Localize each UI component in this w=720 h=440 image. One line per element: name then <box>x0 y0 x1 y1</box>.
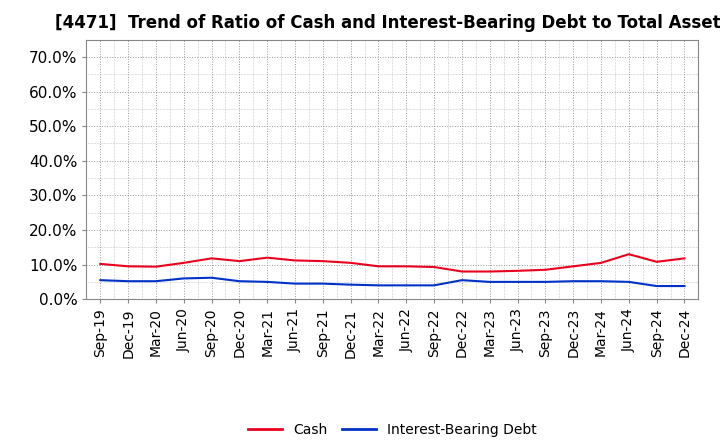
Interest-Bearing Debt <box>235 279 243 284</box>
Interest-Bearing Debt <box>291 281 300 286</box>
Cash <box>96 261 104 267</box>
Interest-Bearing Debt <box>402 283 410 288</box>
Cash <box>652 259 661 264</box>
Interest-Bearing Debt <box>207 275 216 280</box>
Cash <box>485 269 494 274</box>
Interest-Bearing Debt <box>124 279 132 284</box>
Interest-Bearing Debt <box>430 283 438 288</box>
Interest-Bearing Debt <box>541 279 550 285</box>
Cash <box>152 264 161 269</box>
Cash <box>402 264 410 269</box>
Interest-Bearing Debt <box>485 279 494 285</box>
Cash <box>569 264 577 269</box>
Interest-Bearing Debt <box>374 283 383 288</box>
Interest-Bearing Debt <box>458 278 467 283</box>
Cash <box>318 258 327 264</box>
Cash <box>513 268 522 273</box>
Cash <box>263 255 271 260</box>
Interest-Bearing Debt <box>318 281 327 286</box>
Cash <box>458 269 467 274</box>
Cash <box>430 264 438 270</box>
Interest-Bearing Debt <box>569 279 577 284</box>
Cash <box>235 258 243 264</box>
Interest-Bearing Debt <box>624 279 633 285</box>
Interest-Bearing Debt <box>680 283 689 289</box>
Cash <box>291 258 300 263</box>
Cash <box>346 260 355 265</box>
Line: Interest-Bearing Debt: Interest-Bearing Debt <box>100 278 685 286</box>
Interest-Bearing Debt <box>96 278 104 283</box>
Cash <box>124 264 132 269</box>
Legend: Cash, Interest-Bearing Debt: Cash, Interest-Bearing Debt <box>242 418 543 440</box>
Cash <box>179 260 188 265</box>
Interest-Bearing Debt <box>179 276 188 281</box>
Cash <box>680 256 689 261</box>
Interest-Bearing Debt <box>346 282 355 287</box>
Interest-Bearing Debt <box>652 283 661 289</box>
Cash <box>541 267 550 272</box>
Interest-Bearing Debt <box>152 279 161 284</box>
Title: [4471]  Trend of Ratio of Cash and Interest-Bearing Debt to Total Assets: [4471] Trend of Ratio of Cash and Intere… <box>55 15 720 33</box>
Cash <box>374 264 383 269</box>
Line: Cash: Cash <box>100 254 685 271</box>
Interest-Bearing Debt <box>513 279 522 285</box>
Cash <box>624 252 633 257</box>
Cash <box>597 260 606 265</box>
Interest-Bearing Debt <box>263 279 271 285</box>
Interest-Bearing Debt <box>597 279 606 284</box>
Cash <box>207 256 216 261</box>
